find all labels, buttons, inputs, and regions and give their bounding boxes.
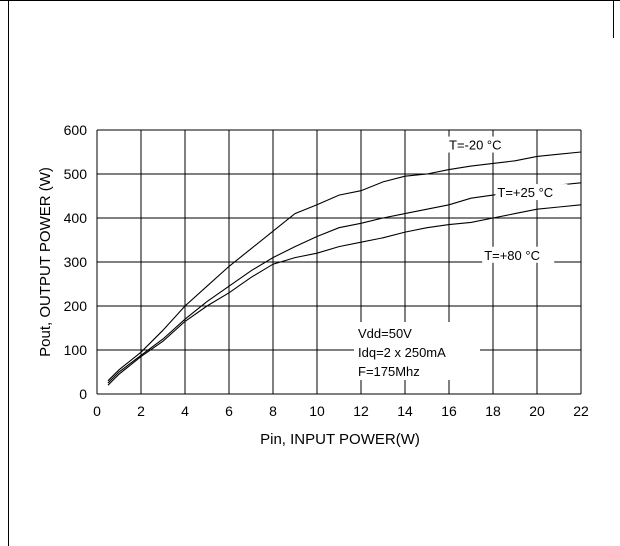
frame-right-border [613,0,614,38]
y-tick-label: 400 [64,210,88,226]
series-line-2 [107,204,582,386]
x-tick-label: 20 [529,403,545,419]
y-tick-label: 600 [64,122,88,138]
x-tick-label: 12 [353,403,369,419]
annotation-box: Vdd=50V Idq=2 x 250mA F=175Mhz [354,322,480,380]
x-tick-label: 10 [309,403,325,419]
annotation-freq: F=175Mhz [358,364,420,379]
frame-left-border [8,0,9,546]
series-line-0 [107,151,582,382]
frame-top-border [0,0,620,1]
x-tick-label: 0 [93,403,101,419]
x-tick-label: 8 [269,403,277,419]
annotation-idq: Idq=2 x 250mA [358,345,446,360]
series-label-0: T=-20 °C [449,138,502,153]
series-label-1: T=+25 °C [497,185,553,200]
series-line-1 [107,182,582,384]
x-tick-label: 22 [573,403,589,419]
x-tick-labels: 0 2 4 6 8 10 12 14 16 18 20 22 [93,403,589,419]
x-tick-label: 14 [397,403,413,419]
x-tick-label: 18 [485,403,501,419]
x-tick-label: 6 [225,403,233,419]
y-tick-label: 300 [64,254,88,270]
series-label-bg-0 [447,136,519,153]
y-tick-label: 200 [64,298,88,314]
annotation-vdd: Vdd=50V [358,326,412,341]
series-label-bg-1 [495,184,568,201]
y-tick-label: 0 [79,386,87,402]
annotation-background [354,322,480,380]
y-tick-label: 500 [64,166,88,182]
y-axis-label: Pout, OUTPUT POWER (W) [37,167,54,357]
chart-grid [96,129,582,395]
x-tick-label: 2 [137,403,145,419]
y-tick-label: 100 [64,342,88,358]
y-tick-labels: 0 100 200 300 400 500 600 [64,122,88,402]
series-labels: T=-20 °C T=+25 °C T=+80 °C [447,136,568,263]
x-axis-label: Pin, INPUT POWER(W) [260,431,420,448]
series-label-bg-2 [482,246,555,263]
series-label-2: T=+80 °C [484,248,540,263]
x-tick-label: 16 [441,403,457,419]
x-tick-label: 4 [181,403,189,419]
